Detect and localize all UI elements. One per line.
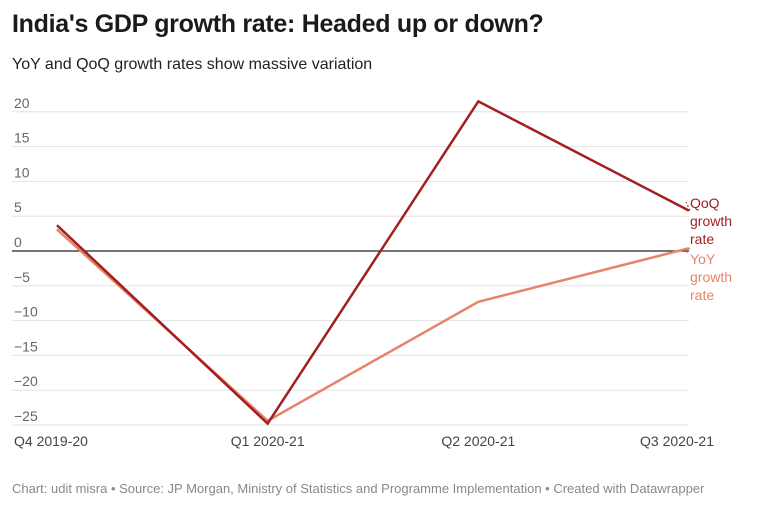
y-axis-ticks: 20 15 10 5 0 −5 −10 −15 −20 −25 bbox=[14, 95, 38, 424]
chart-footer: Chart: udit misra • Source: JP Morgan, M… bbox=[12, 481, 705, 496]
y-tick-label: 20 bbox=[14, 95, 30, 111]
y-tick-label: −15 bbox=[14, 338, 38, 354]
y-tick-label: 10 bbox=[14, 164, 30, 180]
series-label-connector bbox=[685, 201, 691, 211]
y-tick-label: −20 bbox=[14, 373, 38, 389]
y-tick-label: 5 bbox=[14, 199, 22, 215]
yoy-growth-rate-line bbox=[56, 228, 690, 423]
gridlines bbox=[12, 111, 689, 426]
series-label-connector bbox=[685, 247, 691, 255]
y-tick-label: −10 bbox=[14, 304, 38, 320]
y-tick-label: −25 bbox=[14, 408, 38, 424]
chart-subtitle: YoY and QoQ growth rates show massive va… bbox=[12, 56, 373, 73]
series-label: QoQ growth rate bbox=[690, 195, 732, 247]
x-tick-label: Q1 2020-21 bbox=[231, 433, 305, 449]
y-tick-label: −5 bbox=[14, 269, 30, 285]
chart-title: India's GDP growth rate: Headed up or do… bbox=[12, 10, 544, 38]
series-lines bbox=[56, 99, 690, 426]
x-tick-label: Q4 2019-20 bbox=[14, 433, 88, 449]
x-axis-ticks: Q4 2019-20 Q1 2020-21 Q2 2020-21 Q3 2020-21 bbox=[14, 433, 714, 449]
y-tick-label: 15 bbox=[14, 130, 30, 146]
series-label: YoY growth rate bbox=[690, 251, 732, 303]
qoq-growth-rate-line bbox=[56, 99, 690, 426]
y-tick-label: 0 bbox=[14, 234, 22, 250]
x-tick-label: Q2 2020-21 bbox=[441, 433, 515, 449]
x-tick-label: Q3 2020-21 bbox=[640, 433, 714, 449]
